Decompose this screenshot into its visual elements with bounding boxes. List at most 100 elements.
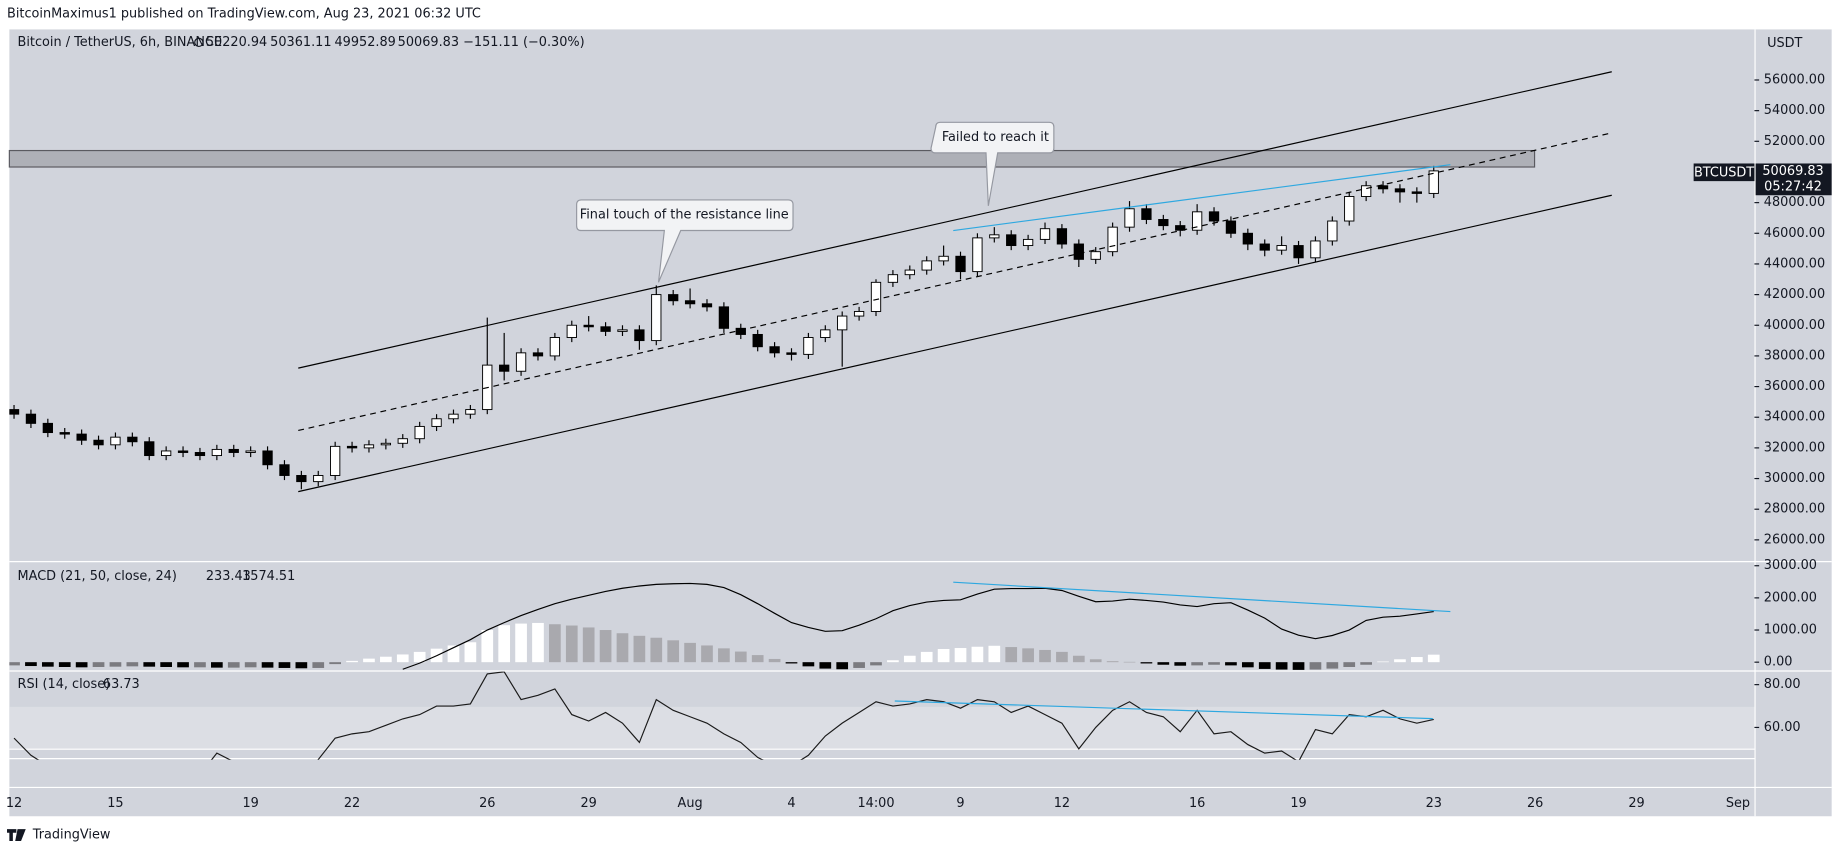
annotation: Final touch of the resistance line [580, 208, 789, 223]
candle-body [735, 327, 746, 335]
histogram-bar [1258, 662, 1271, 669]
y-tick-label: 42000.00 [1764, 287, 1825, 302]
candle-body [989, 234, 1000, 239]
histogram-bar [1309, 662, 1322, 670]
candle-body [904, 269, 915, 276]
candle-body [1090, 251, 1101, 260]
candle-body [1428, 170, 1439, 194]
candle-body [566, 324, 577, 338]
histogram-bar [599, 630, 612, 663]
candle-body [837, 315, 848, 331]
histogram-bar [92, 662, 105, 667]
y-tick-label: 28000.00 [1764, 502, 1825, 517]
histogram-bar [684, 642, 696, 663]
candle-body [1259, 243, 1270, 251]
histogram-bar [278, 662, 291, 668]
candle-body [1411, 191, 1422, 194]
candle-body [448, 413, 459, 420]
histogram-bar [261, 662, 274, 668]
candle-body [1006, 234, 1017, 247]
histogram-bar [667, 640, 680, 663]
histogram-bar [363, 658, 375, 663]
channel-upper [298, 71, 1612, 369]
histogram-bar [836, 662, 849, 670]
candle-body [1158, 219, 1169, 227]
trend-line [953, 164, 1451, 232]
candle-body [431, 418, 442, 427]
candle-body [25, 413, 37, 424]
channel-lower [298, 194, 1612, 493]
candle-body [1107, 226, 1118, 253]
histogram-bar [396, 654, 409, 663]
x-tick-label: 12 [1054, 796, 1070, 811]
y-tick-label: 0.00 [1764, 655, 1793, 670]
histogram-bar [346, 660, 358, 663]
candle-body [127, 436, 138, 443]
y-tick-label: 1000.00 [1764, 623, 1817, 638]
candle-body [921, 260, 932, 271]
histogram-bar [1089, 659, 1102, 663]
histogram-bar [1072, 655, 1085, 663]
candle-body [93, 439, 104, 446]
x-tick-label: 9 [956, 796, 964, 811]
y-tick-label: 3000.00 [1764, 558, 1817, 573]
candle-body [786, 352, 797, 355]
candle-body [684, 300, 696, 305]
candle-body [1225, 220, 1237, 234]
x-tick-label: 23 [1426, 796, 1442, 811]
candle-body [330, 445, 341, 476]
histogram-bar [109, 662, 122, 667]
candle-body [853, 310, 865, 317]
histogram-bar [701, 645, 713, 663]
candle-body [262, 450, 273, 466]
annotation: Failed to reach it [942, 130, 1049, 145]
countdown: 05:27:42 [1764, 179, 1822, 194]
histogram-bar [464, 642, 477, 663]
macd-line [402, 582, 1434, 670]
histogram-bar [1225, 662, 1237, 666]
candle-body [515, 352, 527, 372]
histogram-bar [1410, 657, 1423, 663]
candle-body [583, 324, 594, 328]
histogram-bar [802, 662, 815, 667]
rsi-title: RSI (14, close) [18, 677, 111, 692]
x-tick-label: 22 [344, 796, 360, 811]
histogram-bar [329, 662, 342, 665]
callout [930, 121, 1055, 206]
histogram-bar [160, 662, 172, 667]
histogram-bar [549, 624, 561, 663]
histogram-bar [937, 648, 950, 663]
histogram-bar [1039, 649, 1051, 663]
x-tick-label: Aug [678, 796, 703, 811]
candle-body [1242, 232, 1253, 245]
chart-area [9, 29, 1832, 817]
candle-body [42, 422, 53, 434]
histogram-bar [768, 658, 781, 663]
histogram-bar [1343, 662, 1356, 667]
candle-body [363, 444, 375, 449]
candle-body [1394, 188, 1406, 193]
candle-body [194, 452, 206, 457]
resistance-zone [8, 149, 1536, 168]
symbol-title: Bitcoin / TetherUS, 6h, BINANCE [18, 35, 223, 50]
histogram-bar [1326, 662, 1339, 669]
candle-body [769, 346, 780, 354]
histogram-bar [143, 662, 156, 667]
x-tick-label: 29 [581, 796, 597, 811]
y-tick-label: 56000.00 [1764, 72, 1825, 87]
y-tick-label: 26000.00 [1764, 532, 1825, 547]
y-tick-label: 60.00 [1764, 720, 1801, 735]
histogram-bar [244, 662, 257, 668]
symbol-box [1693, 163, 1755, 182]
histogram-bar [1208, 662, 1220, 665]
candle-body [110, 436, 121, 446]
candle-body [279, 464, 290, 476]
candle-body [1073, 243, 1084, 260]
histogram-bar [751, 655, 764, 663]
drawings [8, 71, 1612, 720]
y-tick-label: 52000.00 [1764, 134, 1825, 149]
histogram-bar [1360, 662, 1372, 665]
histogram-bar [413, 651, 426, 663]
histogram-bar [498, 625, 511, 663]
